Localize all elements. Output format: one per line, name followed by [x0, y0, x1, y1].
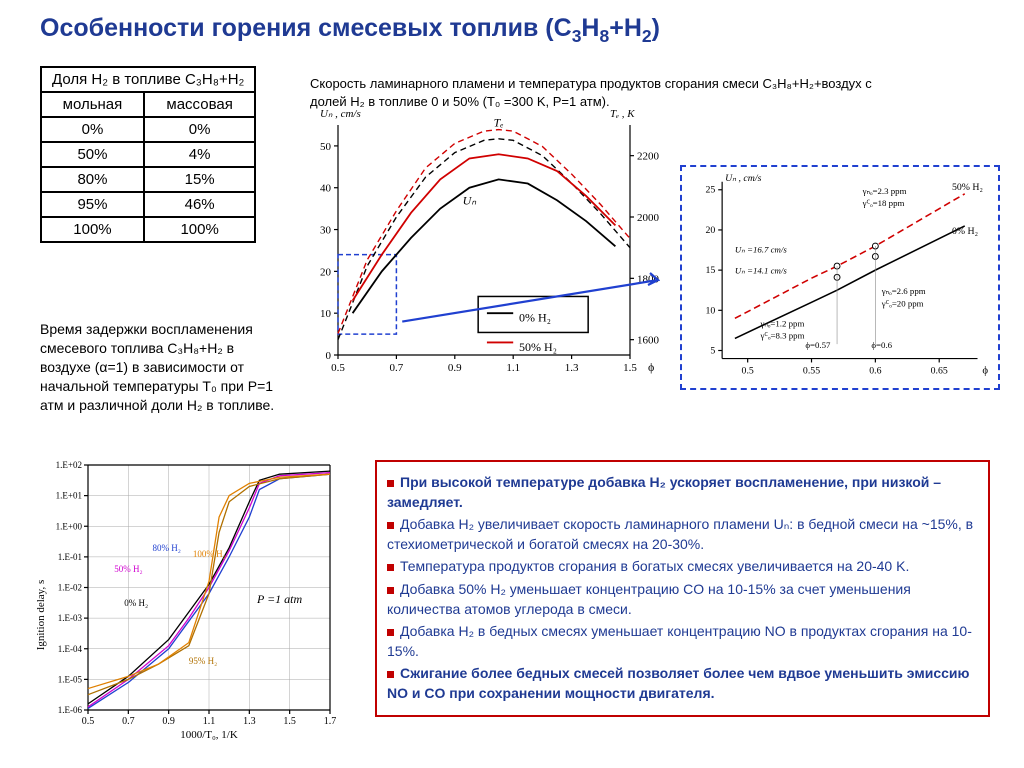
svg-text:50% H₂: 50% H₂ — [519, 340, 557, 354]
svg-text:2000: 2000 — [637, 212, 660, 224]
svg-text:γꟲₒ=20 ppm: γꟲₒ=20 ppm — [881, 298, 924, 308]
svg-text:0.7: 0.7 — [122, 716, 135, 727]
svg-text:1.5: 1.5 — [283, 716, 296, 727]
conclusions-box: При высокой температуре добавка H₂ ускор… — [375, 460, 990, 717]
svg-text:Tₑ: Tₑ — [494, 116, 504, 130]
svg-text:0.5: 0.5 — [82, 716, 95, 727]
svg-text:0.9: 0.9 — [448, 362, 462, 374]
page-title: Особенности горения смесевых топлив (C3H… — [40, 14, 660, 47]
svg-text:80% H₂: 80% H₂ — [153, 543, 181, 553]
svg-text:γꟲₒ=8.3 ppm: γꟲₒ=8.3 ppm — [759, 330, 804, 340]
svg-text:1.7: 1.7 — [324, 716, 337, 727]
chart3-caption: Время задержки воспламенения смесевого т… — [40, 320, 285, 414]
svg-text:γₙₒ=2.3 ppm: γₙₒ=2.3 ppm — [862, 186, 907, 196]
svg-text:5: 5 — [710, 345, 715, 356]
svg-text:20: 20 — [705, 225, 715, 236]
zoom-chart: 0.5 0.55 0.6 0.65 5 10 15 20 25 Uₙ , cm/s ϕ 50% H₂ 0… — [680, 165, 1000, 390]
svg-text:0.7: 0.7 — [390, 362, 404, 374]
svg-text:1.E-04: 1.E-04 — [58, 644, 83, 654]
svg-text:Tₑ , K: Tₑ , K — [610, 108, 635, 120]
svg-text:1000/T₀, 1/K: 1000/T₀, 1/K — [180, 729, 238, 741]
svg-text:0.5: 0.5 — [331, 362, 345, 374]
svg-text:0.9: 0.9 — [162, 716, 175, 727]
svg-text:1.E-03: 1.E-03 — [58, 613, 83, 623]
svg-text:1600: 1600 — [637, 335, 660, 347]
svg-text:1.E-05: 1.E-05 — [58, 674, 83, 684]
svg-text:95% H₂: 95% H₂ — [189, 656, 217, 666]
svg-text:1.3: 1.3 — [565, 362, 579, 374]
svg-text:P =1 atm: P =1 atm — [256, 592, 303, 606]
main-chart: 0.50.70.91.11.31.50102030405016001800200… — [300, 105, 660, 390]
svg-text:ϕ=0.6: ϕ=0.6 — [871, 340, 892, 350]
svg-text:0% H₂: 0% H₂ — [124, 598, 148, 608]
svg-text:1.E+01: 1.E+01 — [56, 491, 82, 501]
svg-text:1.E+00: 1.E+00 — [56, 521, 83, 531]
svg-text:ϕ: ϕ — [648, 360, 654, 374]
svg-text:0.5: 0.5 — [742, 365, 754, 376]
composition-table: Доля H₂ в топливе C₃H₈+H₂ мольнаямассова… — [40, 66, 256, 243]
svg-text:Ignition delay, s: Ignition delay, s — [35, 580, 47, 650]
svg-text:1.E-01: 1.E-01 — [58, 552, 82, 562]
svg-text:40: 40 — [320, 183, 332, 195]
svg-text:1.1: 1.1 — [203, 716, 216, 727]
svg-text:25: 25 — [705, 185, 715, 196]
svg-text:1.E-06: 1.E-06 — [58, 705, 83, 715]
svg-text:γₙₒ=1.2 ppm: γₙₒ=1.2 ppm — [759, 318, 804, 328]
svg-text:0: 0 — [326, 350, 332, 362]
svg-text:Uₙ , cm/s: Uₙ , cm/s — [725, 173, 762, 184]
svg-text:Uₙ: Uₙ — [463, 193, 477, 207]
svg-text:ϕ=0.57: ϕ=0.57 — [805, 340, 831, 350]
svg-text:10: 10 — [320, 308, 332, 320]
svg-text:γꟲₒ=18 ppm: γꟲₒ=18 ppm — [862, 198, 905, 208]
svg-text:Uₙ , cm/s: Uₙ , cm/s — [320, 108, 361, 120]
svg-text:0% H₂: 0% H₂ — [952, 226, 978, 237]
svg-text:1.E-02: 1.E-02 — [58, 583, 82, 593]
svg-text:Uₙ =14.1 cm/s: Uₙ =14.1 cm/s — [735, 265, 787, 275]
svg-text:Uₙ =16.7 cm/s: Uₙ =16.7 cm/s — [735, 244, 787, 254]
svg-text:100% H₂: 100% H₂ — [193, 549, 226, 559]
svg-text:15: 15 — [705, 265, 715, 276]
svg-text:γₙₒ=2.6 ppm: γₙₒ=2.6 ppm — [881, 286, 926, 296]
svg-text:ϕ: ϕ — [982, 364, 988, 376]
svg-text:50: 50 — [320, 141, 332, 153]
svg-text:0.65: 0.65 — [931, 365, 948, 376]
ignition-chart: 0.5 0.7 0.9 1.1 1.3 1.5 1.7 1.E-06 1.E-05 1.E-04 1… — [30, 455, 350, 745]
svg-text:2200: 2200 — [637, 151, 660, 163]
svg-text:10: 10 — [705, 305, 715, 316]
svg-text:1.3: 1.3 — [243, 716, 256, 727]
svg-text:30: 30 — [320, 225, 332, 237]
svg-text:1.E+02: 1.E+02 — [56, 460, 82, 470]
svg-text:50% H₂: 50% H₂ — [114, 564, 142, 574]
svg-text:1.1: 1.1 — [506, 362, 520, 374]
svg-text:0% H₂: 0% H₂ — [519, 311, 551, 325]
svg-text:0.6: 0.6 — [869, 365, 881, 376]
svg-text:0.55: 0.55 — [803, 365, 820, 376]
svg-text:1.5: 1.5 — [623, 362, 637, 374]
table-header: Доля H₂ в топливе C₃H₈+H₂ — [41, 67, 255, 92]
svg-text:50% H₂: 50% H₂ — [952, 182, 983, 193]
svg-text:20: 20 — [320, 266, 332, 278]
